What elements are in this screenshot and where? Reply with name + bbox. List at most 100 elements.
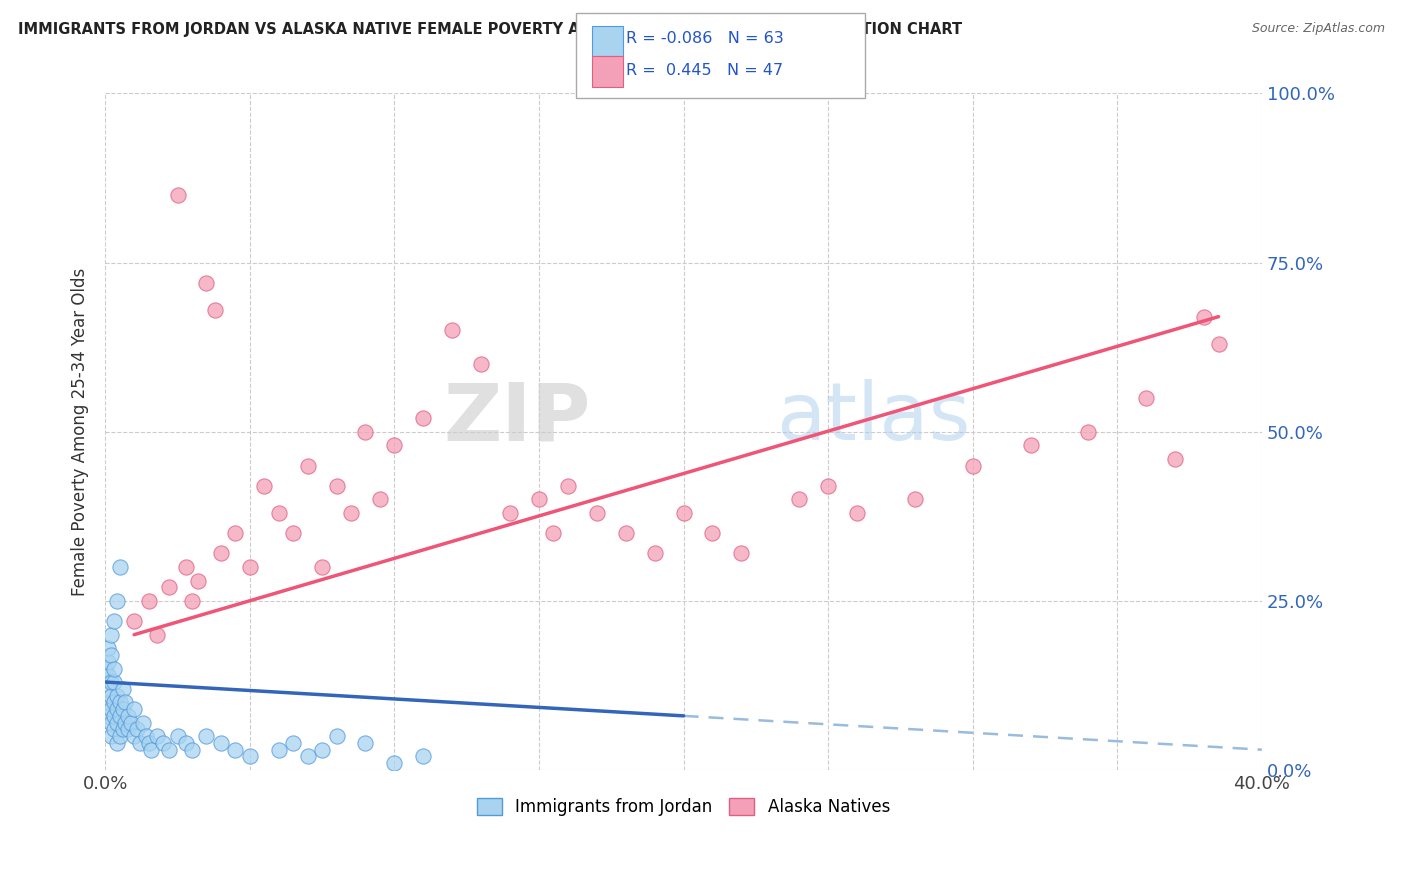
Point [111,723,134,737]
Point [103,661,125,675]
Point [239,560,262,574]
Point [157,580,180,594]
Text: R =  0.445   N = 47: R = 0.445 N = 47 [626,63,783,78]
Point [1208,336,1230,351]
Point [105,715,128,730]
Point [100,648,122,662]
Point [166,187,188,202]
Point [585,506,607,520]
Point [412,749,434,764]
Point [132,715,155,730]
Point [100,729,122,743]
Point [100,628,122,642]
Legend: Immigrants from Jordan, Alaska Natives: Immigrants from Jordan, Alaska Natives [471,791,897,822]
Point [117,723,139,737]
Point [100,715,122,730]
Point [253,479,276,493]
Point [125,723,148,737]
Point [195,276,218,290]
Point [1077,425,1099,439]
Point [122,729,145,743]
Point [181,742,204,756]
Point [441,323,464,337]
Point [152,736,174,750]
Point [340,506,363,520]
Point [117,709,139,723]
Point [111,681,134,696]
Point [146,628,169,642]
Point [846,506,869,520]
Y-axis label: Female Poverty Among 25-34 Year Olds: Female Poverty Among 25-34 Year Olds [72,268,89,596]
Point [267,742,290,756]
Point [97,695,120,709]
Point [100,675,122,690]
Point [311,560,333,574]
Point [108,729,131,743]
Point [239,749,262,764]
Point [94,661,117,675]
Point [122,702,145,716]
Point [103,723,125,737]
Point [224,742,246,756]
Point [141,742,163,756]
Point [1019,438,1042,452]
Text: atlas: atlas [776,379,970,457]
Point [108,560,131,574]
Point [283,526,305,541]
Point [962,458,984,473]
Point [97,655,120,669]
Point [470,357,492,371]
Point [283,736,305,750]
Text: R = -0.086   N = 63: R = -0.086 N = 63 [626,31,783,45]
Point [224,526,246,541]
Point [114,695,136,709]
Point [614,526,637,541]
Point [297,749,319,764]
Point [1164,451,1187,466]
Point [187,574,209,588]
Point [499,506,522,520]
Point [354,736,377,750]
Point [672,506,695,520]
Point [120,715,142,730]
Point [103,709,125,723]
Point [97,668,120,682]
Text: Source: ZipAtlas.com: Source: ZipAtlas.com [1251,22,1385,36]
Text: ZIP: ZIP [444,379,591,457]
Point [204,302,226,317]
Point [557,479,579,493]
Text: IMMIGRANTS FROM JORDAN VS ALASKA NATIVE FEMALE POVERTY AMONG 25-34 YEAR OLDS COR: IMMIGRANTS FROM JORDAN VS ALASKA NATIVE … [18,22,962,37]
Point [412,411,434,425]
Point [787,492,810,507]
Point [181,594,204,608]
Point [209,736,232,750]
Point [105,594,128,608]
Point [105,736,128,750]
Point [103,695,125,709]
Point [100,702,122,716]
Point [114,715,136,730]
Point [730,546,752,560]
Point [297,458,319,473]
Point [146,729,169,743]
Point [100,689,122,703]
Point [97,641,120,656]
Point [166,729,188,743]
Point [644,546,666,560]
Point [702,526,724,541]
Point [129,736,152,750]
Point [111,702,134,716]
Point [105,689,128,703]
Point [97,709,120,723]
Point [138,736,160,750]
Point [817,479,839,493]
Point [103,675,125,690]
Point [157,742,180,756]
Point [174,736,197,750]
Point [97,681,120,696]
Point [904,492,927,507]
Point [368,492,391,507]
Point [543,526,565,541]
Point [527,492,550,507]
Point [354,425,377,439]
